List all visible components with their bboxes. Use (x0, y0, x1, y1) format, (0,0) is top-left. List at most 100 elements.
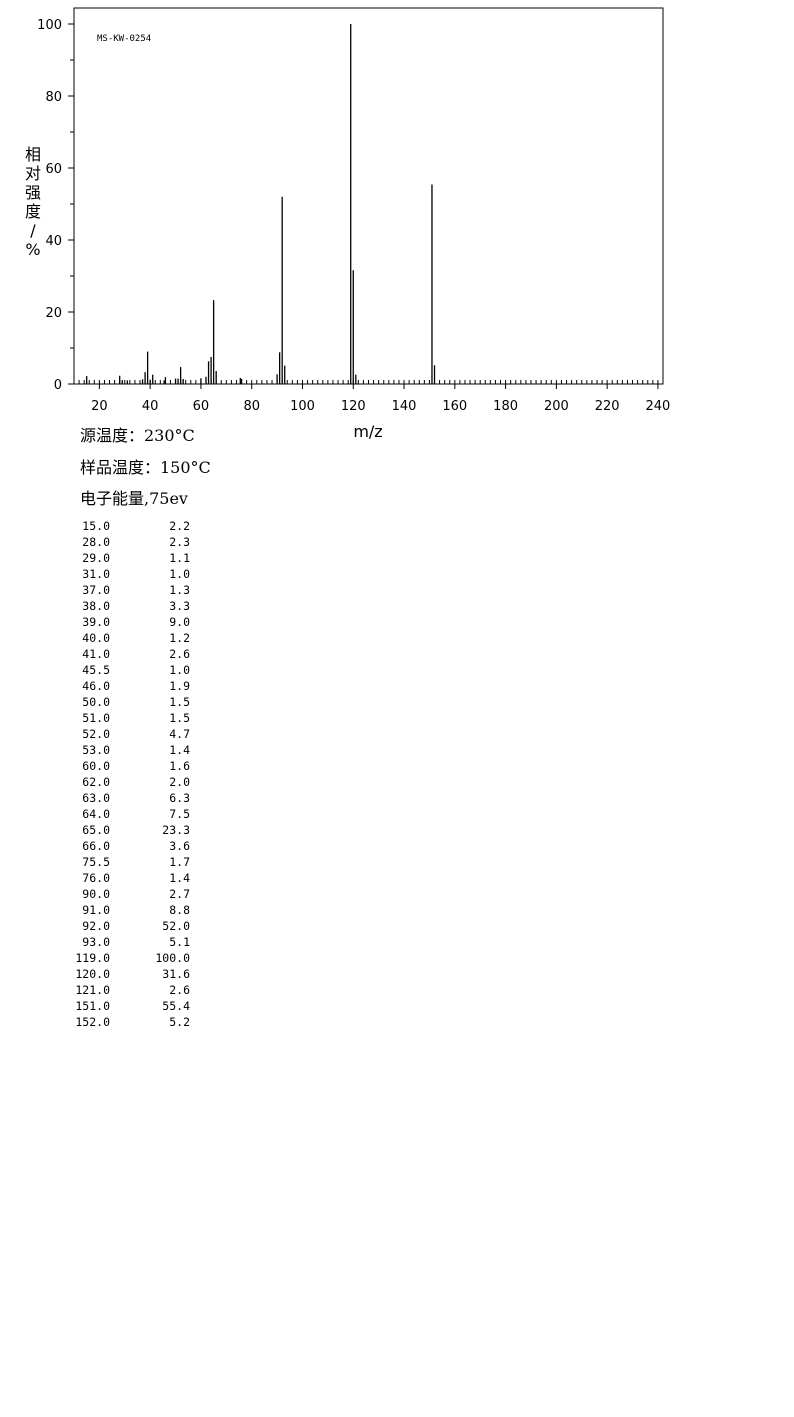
peak-row: 75.5 1.7 (68, 854, 190, 870)
peak-abundance: 31.6 (162, 967, 190, 981)
peak-abundance: 1.6 (169, 759, 190, 773)
peak-row: 60.0 1.6 (68, 758, 190, 774)
peak-abundance: 1.5 (169, 695, 190, 709)
peak-mz: 152.0 (75, 1015, 110, 1029)
y-tick-label: 60 (45, 162, 62, 177)
peak-abundance: 1.3 (169, 583, 190, 597)
peak-abundance: 5.1 (169, 935, 190, 949)
x-tick-label: 200 (544, 399, 569, 414)
peak-row: 152.0 5.2 (68, 1014, 190, 1030)
peak-row: 76.0 1.4 (68, 870, 190, 886)
peak-row: 28.0 2.3 (68, 534, 190, 550)
peak-row: 46.0 1.9 (68, 678, 190, 694)
x-tick-label: 20 (91, 399, 108, 414)
peak-row: 121.0 2.6 (68, 982, 190, 998)
peak-row: 37.0 1.3 (68, 582, 190, 598)
peak-abundance: 1.0 (169, 567, 190, 581)
peak-mz: 66.0 (82, 839, 110, 853)
peak-row: 51.0 1.5 (68, 710, 190, 726)
peak-abundance: 100.0 (155, 951, 190, 965)
peak-abundance: 6.3 (169, 791, 190, 805)
peak-abundance: 2.0 (169, 775, 190, 789)
peak-mz: 15.0 (82, 519, 110, 533)
peak-abundance: 4.7 (169, 727, 190, 741)
y-axis-ticks: 0 20 40 60 80 100 (37, 18, 74, 393)
y-tick-label: 0 (54, 378, 62, 393)
peak-row: 64.0 7.5 (68, 806, 190, 822)
peak-row: 31.0 1.0 (68, 566, 190, 582)
peak-row: 63.0 6.3 (68, 790, 190, 806)
peak-row: 90.0 2.7 (68, 886, 190, 902)
x-tick-label: 180 (493, 399, 518, 414)
x-tick-label: 100 (290, 399, 315, 414)
peak-row: 45.5 1.0 (68, 662, 190, 678)
peak-mz: 120.0 (75, 967, 110, 981)
peak-mz: 62.0 (82, 775, 110, 789)
peak-row: 120.0 31.6 (68, 966, 190, 982)
peak-abundance: 1.1 (169, 551, 190, 565)
peak-row: 93.0 5.1 (68, 934, 190, 950)
peak-row: 119.0 100.0 (68, 950, 190, 966)
peak-mz: 52.0 (82, 727, 110, 741)
y-tick-label: 20 (45, 306, 62, 321)
peak-abundance: 55.4 (162, 999, 190, 1013)
peak-mz: 60.0 (82, 759, 110, 773)
peak-abundance: 2.7 (169, 887, 190, 901)
peak-abundance: 9.0 (169, 615, 190, 629)
peak-mz: 53.0 (82, 743, 110, 757)
peak-abundance: 1.4 (169, 743, 190, 757)
peak-abundance: 1.4 (169, 871, 190, 885)
peak-abundance: 3.6 (169, 839, 190, 853)
peak-row: 15.0 2.2 (68, 518, 190, 534)
peak-mz: 121.0 (75, 983, 110, 997)
peak-row: 151.0 55.4 (68, 998, 190, 1014)
y-tick-label: 40 (45, 234, 62, 249)
x-axis-ticks: 20 40 60 80 100 120 140 160 180 200 220 240 (91, 384, 670, 414)
peak-mz: 39.0 (82, 615, 110, 629)
peak-row: 92.0 52.0 (68, 918, 190, 934)
peak-abundance: 8.8 (169, 903, 190, 917)
x-tick-label: 220 (595, 399, 620, 414)
peak-abundance: 1.9 (169, 679, 190, 693)
peak-abundance: 2.6 (169, 647, 190, 661)
peak-mz: 46.0 (82, 679, 110, 693)
peak-abundance: 1.0 (169, 663, 190, 677)
x-tick-label: 120 (341, 399, 366, 414)
x-tick-label: 160 (442, 399, 467, 414)
peak-mz: 64.0 (82, 807, 110, 821)
peak-mz: 51.0 (82, 711, 110, 725)
peak-row: 52.0 4.7 (68, 726, 190, 742)
minor-ticks (78, 380, 664, 384)
x-tick-label: 80 (243, 399, 260, 414)
peak-abundance: 1.7 (169, 855, 190, 869)
peak-mz: 65.0 (82, 823, 110, 837)
peak-row: 65.0 23.3 (68, 822, 190, 838)
peak-mz: 90.0 (82, 887, 110, 901)
x-tick-label: 140 (392, 399, 417, 414)
peak-mz: 37.0 (82, 583, 110, 597)
peak-mz: 119.0 (75, 951, 110, 965)
peak-abundance: 5.2 (169, 1015, 190, 1029)
peak-mz: 29.0 (82, 551, 110, 565)
peak-mz: 45.5 (82, 663, 110, 677)
peak-mz: 75.5 (82, 855, 110, 869)
peak-row: 41.0 2.6 (68, 646, 190, 662)
peak-abundance: 2.2 (169, 519, 190, 533)
peak-mz: 151.0 (75, 999, 110, 1013)
plot-frame (73, 7, 664, 385)
peak-abundance: 52.0 (162, 919, 190, 933)
peak-row: 62.0 2.0 (68, 774, 190, 790)
peak-abundance: 23.3 (162, 823, 190, 837)
source-temperature: 源温度：230°C (80, 426, 195, 445)
peak-abundance: 3.3 (169, 599, 190, 613)
peak-abundance: 2.3 (169, 535, 190, 549)
peak-mz: 63.0 (82, 791, 110, 805)
peak-mz: 28.0 (82, 535, 110, 549)
peak-abundance: 2.6 (169, 983, 190, 997)
peak-row: 66.0 3.6 (68, 838, 190, 854)
x-tick-label: 40 (142, 399, 159, 414)
peak-row: 40.0 1.2 (68, 630, 190, 646)
y-axis-title: 相对强度/% (25, 145, 41, 259)
peak-row: 91.0 8.8 (68, 902, 190, 918)
